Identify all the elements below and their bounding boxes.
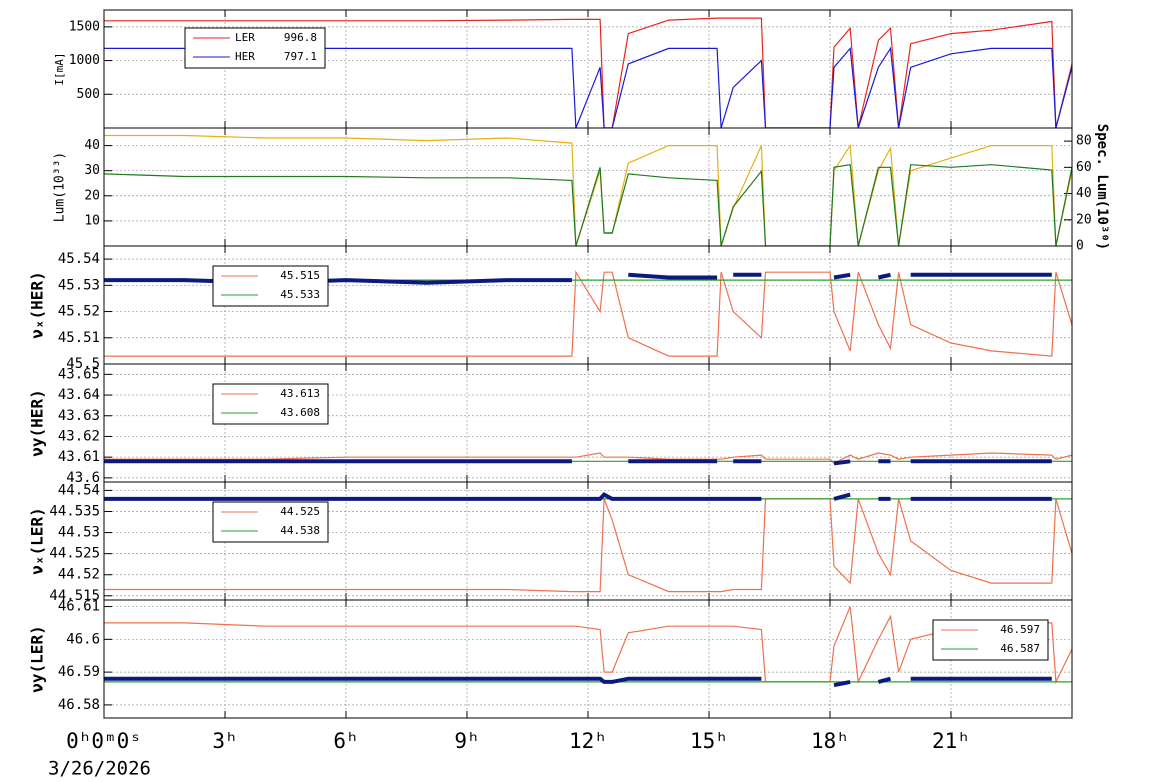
- y-tick-label: 46.61: [58, 599, 100, 615]
- legend-value: 44.525: [280, 505, 320, 518]
- y-tick-label: 43.62: [58, 428, 100, 444]
- series-line: [104, 452, 1072, 465]
- y2-tick-label: 20: [1076, 212, 1092, 227]
- y-tick-label: 43.6: [66, 470, 100, 486]
- y-axis-label: νy(HER): [28, 389, 47, 456]
- legend-value: 45.515: [280, 269, 320, 282]
- y2-tick-label: 60: [1076, 160, 1092, 175]
- y-tick-label: 1500: [69, 19, 100, 34]
- legend-value: 996.8: [284, 31, 317, 44]
- y-tick-label: 1000: [69, 53, 100, 68]
- legend-value: 43.613: [280, 387, 320, 400]
- legend-value: 43.608: [280, 406, 320, 419]
- y-tick-label: 40: [84, 138, 100, 153]
- y-tick-label: 43.64: [58, 387, 100, 403]
- x-tick-label: 18ʰ: [811, 729, 849, 753]
- x-tick-label: 21ʰ: [932, 729, 970, 753]
- legend-value: 45.533: [280, 288, 320, 301]
- y-tick-label: 45.54: [58, 251, 100, 267]
- y-tick-label: 43.63: [58, 408, 100, 424]
- legend-box: [932, 619, 1049, 661]
- y-tick-label: 20: [84, 188, 100, 203]
- y-tick-label: 46.58: [58, 697, 100, 713]
- y2-tick-label: 0: [1076, 239, 1084, 254]
- legend-value: 46.587: [1000, 642, 1040, 655]
- legend-box: [184, 27, 326, 69]
- x-tick-label: 15ʰ: [690, 729, 728, 753]
- y-tick-label: 44.52: [58, 567, 100, 583]
- y-tick-label: 46.6: [66, 631, 100, 647]
- legend-value: 46.597: [1000, 623, 1040, 636]
- legend-box: [212, 501, 329, 543]
- y-tick-label: 44.515: [49, 588, 100, 604]
- y-tick-label: 45.53: [58, 277, 100, 293]
- plot-frame: [103, 599, 1073, 719]
- y-tick-label: 44.535: [49, 504, 100, 520]
- y-axis-label: νₓ(HER): [28, 271, 47, 338]
- y-tick-label: 45.5: [66, 356, 100, 372]
- x-tick-label: 9ʰ: [454, 729, 479, 753]
- legend-box: [212, 265, 329, 307]
- y-tick-label: 43.61: [58, 449, 100, 465]
- legend-name: LER: [235, 31, 255, 44]
- y-tick-label: 30: [84, 163, 100, 178]
- y-tick-label: 43.65: [58, 366, 100, 382]
- series-line: [104, 46, 1072, 128]
- y-tick-label: 46.59: [58, 664, 100, 680]
- legend-value: 44.538: [280, 524, 320, 537]
- y-tick-label: 44.525: [49, 546, 100, 562]
- series-line: [104, 270, 1072, 357]
- y-tick-label: 44.53: [58, 525, 100, 541]
- y-axis-label: Lum(10³³): [53, 152, 68, 222]
- y2-tick-label: 40: [1076, 186, 1092, 201]
- y-axis-label: νₓ(LER): [28, 507, 47, 574]
- legend-name: HER: [235, 50, 255, 63]
- date-label: 3/26/2026: [48, 758, 151, 780]
- x-tick-label: 6ʰ: [333, 729, 358, 753]
- y-tick-label: 10: [84, 213, 100, 228]
- y-tick-label: 44.54: [58, 482, 100, 498]
- legend-box: [212, 383, 329, 425]
- y-axis-label: νy(LER): [28, 625, 47, 692]
- series-line: [104, 17, 1072, 128]
- y-tick-label: 45.52: [58, 304, 100, 320]
- y-axis-label: I[mA]: [53, 52, 66, 85]
- y2-axis-label: Spec. Lum(10³⁰): [1094, 124, 1110, 250]
- series-line: [104, 498, 1072, 593]
- x-tick-label: 3ʰ: [212, 729, 237, 753]
- legend-value: 797.1: [284, 50, 317, 63]
- series-line: [104, 164, 1072, 246]
- x-tick-label: 0ʰ0ᵐ0ˢ: [66, 729, 142, 753]
- y-tick-label: 500: [77, 87, 100, 102]
- x-tick-label: 12ʰ: [569, 729, 607, 753]
- series-line: [104, 606, 1072, 685]
- y2-tick-label: 80: [1076, 134, 1092, 149]
- y-tick-label: 45.51: [58, 330, 100, 346]
